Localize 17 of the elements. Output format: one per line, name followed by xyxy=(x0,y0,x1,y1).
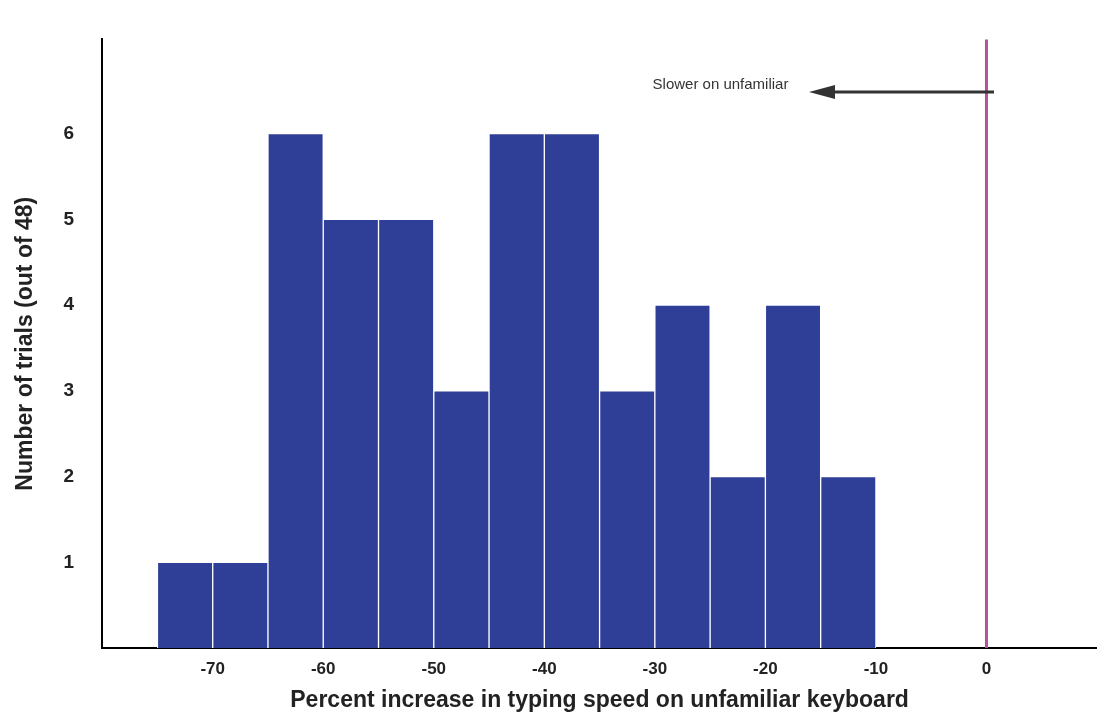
y-tick-label: 6 xyxy=(63,121,75,143)
x-tick-label: -30 xyxy=(642,658,668,678)
x-tick-label: -70 xyxy=(200,658,225,678)
x-tick-label: -40 xyxy=(532,658,557,678)
y-tick-label: 2 xyxy=(63,464,75,486)
y-axis-title: Number of trials (out of 48) xyxy=(11,196,38,491)
annotation: Slower on unfamiliar xyxy=(652,74,789,92)
y-tick-label: 3 xyxy=(63,379,75,401)
x-axis-title: Percent increase in typing speed on unfamiliar keyboard xyxy=(290,685,909,712)
y-tick-label: 1 xyxy=(63,550,75,572)
x-tick-label: -20 xyxy=(753,658,778,678)
x-tick-label: -10 xyxy=(863,658,889,678)
x-tick-label: 0 xyxy=(981,658,992,678)
y-tick-label: 4 xyxy=(63,293,75,315)
x-tick-label: -60 xyxy=(310,658,336,678)
y-tick-label: 5 xyxy=(63,207,75,229)
x-tick-label: -50 xyxy=(421,658,447,678)
